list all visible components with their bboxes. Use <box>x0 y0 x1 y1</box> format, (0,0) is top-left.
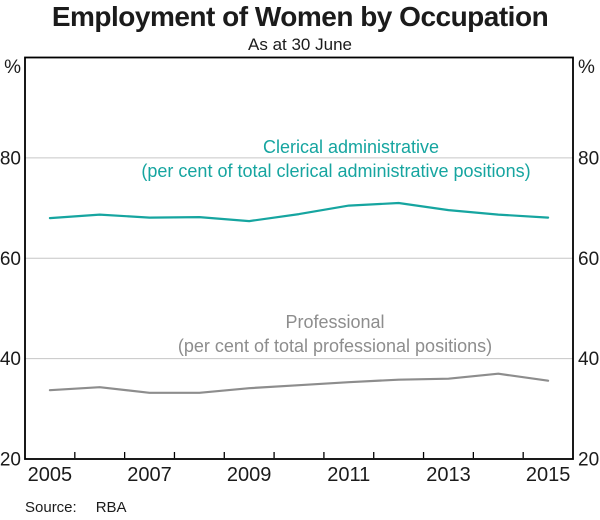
source-label: Source: <box>25 499 77 516</box>
series-line-clerical <box>48 201 550 223</box>
x-label-2009: 2009 <box>227 464 272 486</box>
plot-frame <box>24 56 574 460</box>
series-sublabel-clerical: (per cent of total clerical administrati… <box>141 161 531 181</box>
y-label-left-80: 80 <box>0 148 21 169</box>
source-note: Source: RBA <box>25 499 127 516</box>
chart-title: Employment of Women by Occupation <box>51 1 549 32</box>
y-unit-left: % <box>4 57 21 78</box>
series-label-clerical: Clerical administrative <box>262 137 440 157</box>
chart-subtitle: As at 30 June <box>248 35 352 54</box>
series-label-professional: Professional <box>285 312 385 332</box>
y-label-left-60: 60 <box>0 249 21 270</box>
series-line-professional <box>48 372 550 394</box>
y-label-right-80: 80 <box>578 148 599 169</box>
y-label-right-20: 20 <box>578 450 599 471</box>
y-unit-right: % <box>578 57 595 78</box>
source-value: RBA <box>95 499 127 516</box>
x-label-2011: 2011 <box>327 464 370 486</box>
series-sublabel-professional: (per cent of total professional position… <box>177 336 493 356</box>
y-label-right-60: 60 <box>578 249 599 270</box>
y-label-left-40: 40 <box>0 349 21 370</box>
x-label-2015: 2015 <box>526 464 571 486</box>
y-label-right-40: 40 <box>578 349 599 370</box>
x-label-2005: 2005 <box>28 464 73 486</box>
x-label-2007: 2007 <box>127 464 172 486</box>
x-label-2013: 2013 <box>426 464 471 486</box>
y-label-left-20: 20 <box>0 450 21 471</box>
